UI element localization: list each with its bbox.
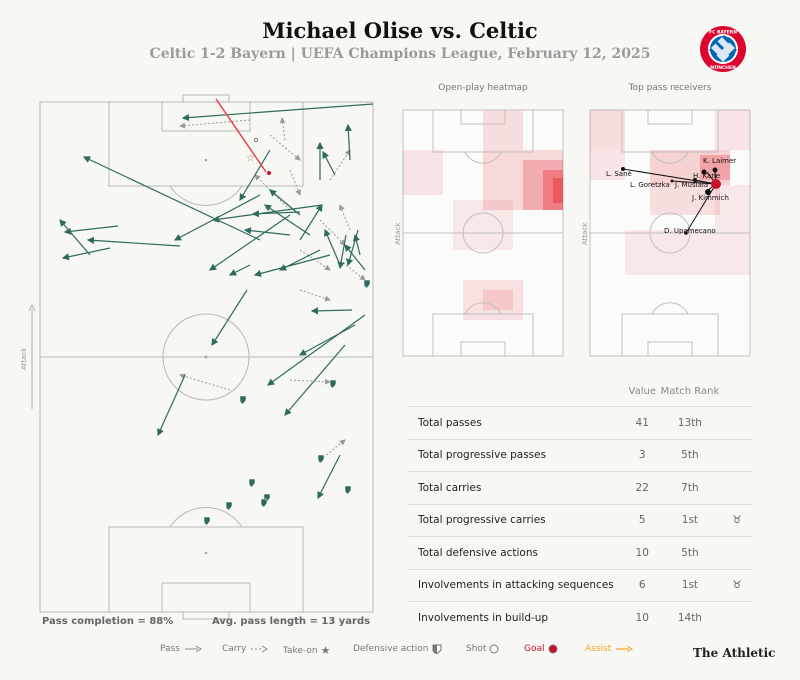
medal-icon: ♉ — [722, 503, 752, 537]
the-athletic-logo: The Athletic — [693, 646, 776, 660]
medal-icon: ♉ — [722, 568, 752, 602]
row-value: 10 — [626, 536, 658, 569]
table-row: Total progressive carries 5 1st ♉ — [408, 503, 752, 537]
legend-assist-label: Assist — [585, 644, 612, 654]
row-label: Total progressive passes — [408, 438, 627, 472]
pass-completion-text: Pass completion = 88% — [42, 616, 174, 627]
stats-header-icon — [722, 376, 752, 407]
table-row: Total defensive actions 10 5th — [408, 536, 752, 569]
star-icon: ★ — [320, 644, 331, 657]
table-row: Total passes 41 13th — [408, 406, 752, 439]
page-subtitle: Celtic 1-2 Bayern | UEFA Champions Leagu… — [149, 46, 651, 62]
legend-carry: Carry — [222, 644, 269, 654]
pass-arrow-icon — [184, 645, 202, 653]
goal-marker — [267, 171, 271, 175]
row-value: 22 — [626, 471, 658, 504]
legend-takeon-label: Take-on — [283, 645, 318, 656]
svg-text:FC BAYERN: FC BAYERN — [709, 30, 737, 36]
row-label: Total defensive actions — [408, 536, 627, 569]
row-label: Total progressive carries — [408, 503, 627, 537]
row-icon — [722, 471, 752, 504]
legend-defensive: Defensive action — [353, 644, 442, 654]
assist-line — [215, 98, 267, 173]
assist-arrow-icon — [616, 645, 634, 653]
receiver-label-kane: H. Kane — [693, 172, 721, 180]
table-row: Total carries 22 7th — [408, 471, 752, 504]
passes-layer — [59, 103, 374, 500]
legend-defensive-label: Defensive action — [353, 644, 429, 654]
row-label: Involvements in build-up — [408, 601, 627, 634]
receivers-attack-label: Attack — [581, 222, 589, 245]
legend-carry-label: Carry — [222, 644, 247, 654]
row-rank: 1st — [657, 503, 722, 537]
bayern-badge-logo: FC BAYERN MÜNCHEN — [700, 26, 746, 72]
receiver-label-upamecano: D. Upamecano — [664, 227, 716, 235]
goal-circle-icon — [548, 644, 557, 654]
row-value: 6 — [626, 568, 658, 602]
row-rank: 1st — [657, 568, 722, 602]
shield-icon — [432, 644, 441, 654]
table-row: Involvements in build-up 10 14th — [408, 601, 752, 634]
row-rank: 7th — [657, 471, 722, 504]
takeon-star-icon: ☆ — [246, 153, 255, 164]
row-icon — [722, 438, 752, 472]
receiver-label-laimer: K. Laimer — [703, 157, 737, 165]
row-value: 41 — [626, 406, 658, 439]
stats-header-value: Value — [628, 385, 656, 397]
legend-pass: Pass — [160, 644, 203, 654]
table-row: Involvements in attacking sequences 6 1s… — [408, 568, 752, 602]
olise-node — [711, 179, 721, 189]
attack-arrow-icon — [28, 305, 36, 409]
svg-text:MÜNCHEN: MÜNCHEN — [710, 64, 736, 71]
stats-header-rank: Match Rank — [660, 385, 720, 397]
row-icon — [722, 536, 752, 569]
row-rank: 13th — [657, 406, 722, 439]
legend-pass-label: Pass — [160, 644, 180, 654]
avg-pass-length-text: Avg. pass length = 13 yards — [212, 616, 371, 627]
carry-arrow-icon — [251, 645, 269, 653]
row-label: Total carries — [408, 471, 627, 504]
stats-table: Value Match Rank Total passes 41 13th To… — [408, 376, 752, 634]
receiver-label-musiala: J. Musiala — [675, 181, 709, 189]
row-icon — [722, 601, 752, 634]
row-value: 5 — [626, 503, 658, 537]
heatmap-title: Open-play heatmap — [438, 83, 528, 93]
carries-layer — [179, 117, 366, 461]
legend-goal: Goal — [524, 644, 558, 654]
legend-takeon: Take-on ★ — [283, 644, 330, 657]
row-value: 3 — [626, 438, 658, 472]
row-icon — [722, 406, 752, 439]
legend-shot-label: Shot — [466, 644, 487, 654]
receiver-label-kimmich: J. Kimmich — [692, 194, 729, 202]
row-value: 10 — [626, 601, 658, 634]
table-row: Total progressive passes 3 5th — [408, 438, 752, 472]
legend-shot: Shot — [466, 644, 499, 654]
row-label: Involvements in attacking sequences — [408, 568, 627, 602]
defensive-actions-layer — [203, 279, 371, 526]
receiver-label-goretzka: L. Goretzka — [630, 181, 670, 189]
row-rank: 5th — [657, 438, 722, 472]
receivers-title: Top pass receivers — [628, 83, 712, 93]
stats-header-label — [408, 376, 627, 407]
legend-assist: Assist — [585, 644, 634, 654]
row-rank: 5th — [657, 536, 722, 569]
heatmap-pitch — [402, 109, 564, 357]
row-label: Total passes — [408, 406, 627, 439]
main-attack-label: Attack — [20, 347, 28, 370]
row-rank: 14th — [657, 601, 722, 634]
shot-marker — [253, 137, 259, 143]
legend-goal-label: Goal — [524, 644, 545, 654]
receiver-label-sane: L. Sané — [606, 170, 632, 178]
heatmap-attack-label: Attack — [394, 222, 402, 245]
stats-header-row: Value Match Rank — [408, 376, 752, 407]
receivers-pitch — [589, 109, 751, 357]
shot-circle-icon — [489, 644, 499, 654]
page-title: Michael Olise vs. Celtic — [262, 18, 538, 43]
